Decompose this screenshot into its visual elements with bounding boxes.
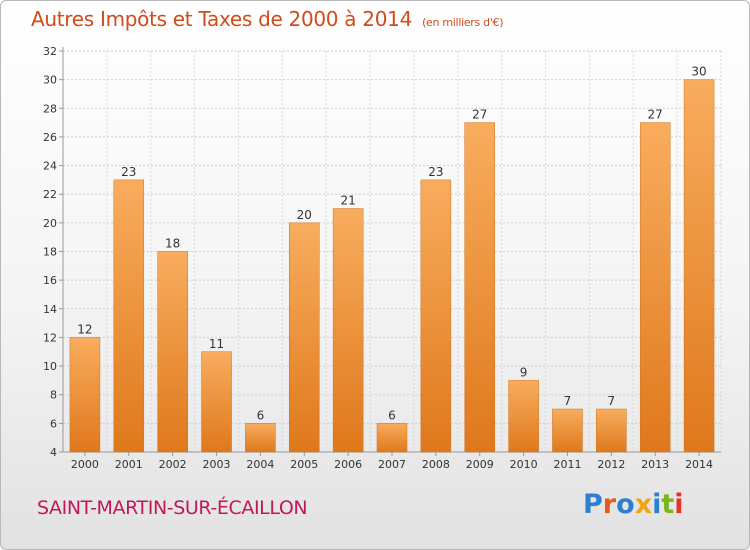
x-tick-label-2000: 2000 — [71, 458, 99, 471]
x-tick-label-2007: 2007 — [378, 458, 406, 471]
data-label-2008: 23 — [428, 165, 443, 179]
data-label-2000: 12 — [77, 322, 92, 336]
y-tick-label: 10 — [43, 360, 57, 373]
bar-2003 — [201, 351, 232, 453]
x-tick-label-2011: 2011 — [553, 458, 581, 471]
bar-2004 — [245, 423, 276, 453]
x-tick-label-2005: 2005 — [290, 458, 318, 471]
logo-letter: t — [661, 489, 675, 520]
logo-letter: i — [652, 489, 662, 520]
data-label-2002: 18 — [165, 237, 180, 251]
y-tick-label: 26 — [43, 131, 57, 144]
bar-2002 — [157, 251, 188, 453]
y-tick-label: 28 — [43, 102, 57, 115]
bar-2005 — [289, 222, 320, 453]
data-label-2014: 30 — [691, 65, 706, 79]
x-tick-label-2014: 2014 — [685, 458, 713, 471]
bar-2012 — [596, 408, 627, 453]
y-tick-label: 4 — [50, 446, 57, 459]
bar-2007 — [376, 423, 408, 453]
x-tick-label-2006: 2006 — [334, 458, 362, 471]
x-tick-label-2012: 2012 — [597, 458, 625, 471]
bar-2010 — [508, 380, 539, 453]
data-label-2004: 6 — [257, 408, 265, 422]
data-label-2005: 20 — [297, 208, 312, 222]
bar-2009 — [464, 122, 495, 453]
chart-title: Autres Impôts et Taxes de 2000 à 2014 (e… — [31, 7, 504, 31]
data-label-2001: 23 — [121, 165, 136, 179]
data-label-2009: 27 — [472, 108, 487, 122]
y-tick-label: 14 — [43, 303, 57, 316]
x-tick-labels: 2000 2001 2002 2003 2004 2005 2006 2007 2008 2009… — [71, 458, 713, 471]
logo-letter: i — [674, 489, 684, 520]
y-tick-label: 12 — [43, 331, 57, 344]
unit-label: (en milliers d'€) — [422, 16, 504, 29]
data-label-2013: 27 — [648, 108, 663, 122]
bar-2011 — [552, 408, 583, 453]
data-label-2003: 11 — [209, 337, 224, 351]
bars — [69, 79, 715, 453]
y-tick-label: 16 — [43, 274, 57, 287]
logo-letter: o — [616, 489, 635, 520]
commune-name: SAINT-MARTIN-SUR-ÉCAILLON — [37, 497, 308, 519]
data-label-2011: 7 — [564, 394, 572, 408]
data-label-2010: 9 — [520, 365, 528, 379]
y-tick-label: 32 — [43, 45, 57, 58]
x-tick-label-2008: 2008 — [422, 458, 450, 471]
x-tick-label-2013: 2013 — [641, 458, 669, 471]
logo-letter: P — [583, 489, 603, 520]
proxiti-logo[interactable]: Proxiti — [583, 489, 684, 520]
data-label-2007: 6 — [388, 408, 396, 422]
bar-2001 — [113, 179, 145, 453]
y-tick-label: 30 — [43, 74, 57, 87]
bar-2006 — [332, 208, 364, 453]
y-tick-labels: 4 6 8 10 12 14 16 18 20 22 24 26 28 30 32 — [43, 45, 57, 459]
data-labels: 12 23 18 11 6 20 21 6 23 27 9 7 7 27 30 — [77, 65, 706, 423]
x-tick-label-2004: 2004 — [246, 458, 274, 471]
data-label-2006: 21 — [340, 194, 355, 208]
x-tick-label-2001: 2001 — [115, 458, 143, 471]
y-tick-label: 6 — [50, 417, 57, 430]
bar-2014 — [683, 79, 715, 453]
x-tick-label-2003: 2003 — [203, 458, 231, 471]
x-tick-label-2009: 2009 — [466, 458, 494, 471]
logo-letter: r — [602, 489, 617, 520]
x-tick-label-2002: 2002 — [159, 458, 187, 471]
y-tick-label: 22 — [43, 188, 57, 201]
bar-2008 — [420, 179, 452, 453]
y-tick-label: 24 — [43, 160, 57, 173]
bar-2013 — [639, 122, 671, 453]
data-label-2012: 7 — [608, 394, 616, 408]
y-tick-label: 18 — [43, 246, 57, 259]
y-tick-label: 20 — [43, 217, 57, 230]
title-text: Autres Impôts et Taxes de 2000 à 2014 — [31, 7, 412, 31]
y-tick-label: 8 — [50, 389, 57, 402]
x-tick-label-2010: 2010 — [510, 458, 538, 471]
logo-letter: x — [634, 489, 653, 520]
bar-2000 — [69, 337, 101, 453]
